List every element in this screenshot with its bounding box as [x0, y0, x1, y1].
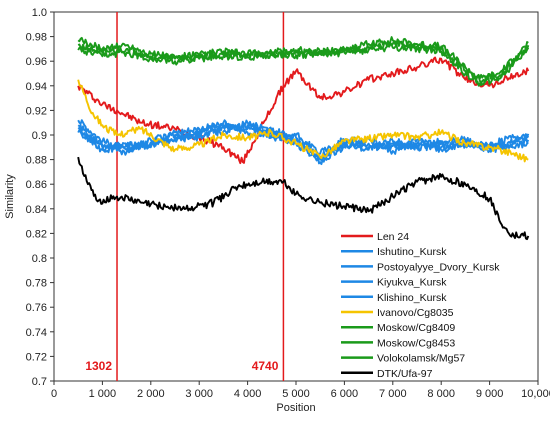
legend-label: DTK/Ufa-97 — [377, 368, 433, 380]
legend-label: Klishino_Kursk — [377, 292, 447, 304]
x-tick-label: 7 000 — [379, 388, 407, 400]
legend-label: Moskow/Cg8453 — [377, 337, 455, 349]
x-tick-label: 8 000 — [427, 388, 455, 400]
legend-label: Moskow/Cg8409 — [377, 322, 455, 334]
y-tick-label: 0.86 — [26, 179, 47, 191]
marker-label-4740: 4740 — [252, 359, 279, 373]
y-tick-label: 0.7 — [32, 376, 47, 388]
x-tick-label: 9 000 — [476, 388, 504, 400]
series-line-8 — [77, 43, 530, 87]
x-tick-label: 4 000 — [234, 388, 262, 400]
x-tick-label: 10,000 — [521, 388, 550, 400]
y-tick-label: 0.76 — [26, 302, 47, 314]
y-tick-label: 0.8 — [32, 253, 47, 265]
y-tick-label: 0.72 — [26, 351, 47, 363]
x-tick-label: 1 000 — [89, 388, 117, 400]
x-axis-title: Position — [276, 402, 315, 414]
y-tick-label: 1.0 — [32, 7, 47, 19]
y-tick-label: 0.94 — [26, 81, 47, 93]
y-tick-label: 0.82 — [26, 228, 47, 240]
marker-label-1302: 1302 — [85, 359, 112, 373]
y-tick-label: 0.88 — [26, 155, 47, 167]
y-axis-title: Similarity — [4, 174, 16, 219]
y-tick-label: 0.96 — [26, 56, 47, 68]
series-line-9 — [77, 156, 530, 241]
legend-label: Ivanovo/Cg8035 — [377, 307, 454, 319]
y-tick-label: 0.84 — [26, 204, 47, 216]
x-tick-label: 6 000 — [331, 388, 359, 400]
legend-label: Len 24 — [377, 231, 409, 243]
x-tick-label: 2 000 — [137, 388, 165, 400]
x-tick-label: 0 — [51, 388, 57, 400]
series-line-5 — [77, 79, 529, 163]
y-tick-label: 0.92 — [26, 105, 47, 117]
y-tick-label: 0.74 — [26, 327, 47, 339]
y-tick-label: 0.9 — [32, 130, 47, 142]
y-tick-label: 0.98 — [26, 32, 47, 44]
legend-label: Volokolamsk/Mg57 — [377, 353, 465, 365]
legend-label: Kiyukva_Kursk — [377, 277, 447, 289]
x-tick-label: 5 000 — [282, 388, 310, 400]
x-tick-label: 3 000 — [185, 388, 213, 400]
legend-label: Ishutino_Kursk — [377, 246, 447, 258]
y-tick-label: 0.78 — [26, 278, 47, 290]
legend-label: Postoyalyye_Dvory_Kursk — [377, 261, 500, 273]
